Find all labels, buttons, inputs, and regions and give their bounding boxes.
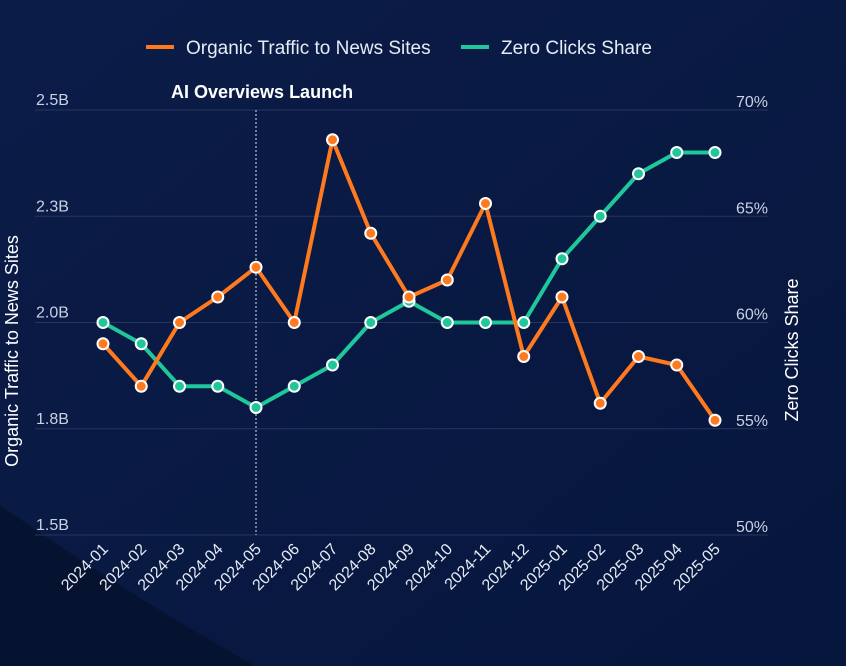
- data-point-zero-clicks[interactable]: [708, 146, 722, 159]
- right-tick-label: 60%: [736, 307, 768, 324]
- data-point-zero-clicks[interactable]: [249, 401, 263, 414]
- data-point-organic-traffic[interactable]: [402, 290, 416, 304]
- data-point-zero-clicks[interactable]: [440, 316, 454, 329]
- data-point-organic-traffic[interactable]: [287, 316, 301, 329]
- right-tick-label: 50%: [736, 519, 768, 536]
- right-tick-label: 55%: [736, 413, 768, 430]
- data-point-organic-traffic[interactable]: [96, 337, 110, 351]
- data-point-organic-traffic[interactable]: [708, 413, 722, 427]
- data-point-zero-clicks[interactable]: [134, 337, 148, 351]
- data-point-organic-traffic[interactable]: [479, 197, 492, 210]
- data-point-zero-clicks[interactable]: [632, 167, 645, 181]
- left-axis-title: Organic Traffic to News Sites: [2, 235, 22, 467]
- data-point-zero-clicks[interactable]: [479, 316, 492, 329]
- legend-item-organic-traffic[interactable]: Organic Traffic to News Sites: [146, 38, 431, 59]
- legend: Organic Traffic to News Sites Zero Click…: [146, 38, 652, 59]
- left-axis-ticks: 1.5B 1.8B 2.0B 2.3B 2.5B: [36, 92, 69, 534]
- data-point-zero-clicks[interactable]: [173, 379, 186, 393]
- data-point-zero-clicks[interactable]: [555, 252, 569, 266]
- legend-item-zero-clicks[interactable]: Zero Clicks Share: [461, 38, 652, 59]
- data-point-zero-clicks[interactable]: [593, 209, 607, 223]
- legend-swatch-organic-traffic: [146, 45, 174, 49]
- data-point-organic-traffic[interactable]: [517, 350, 531, 363]
- data-point-organic-traffic[interactable]: [211, 290, 225, 304]
- data-point-zero-clicks[interactable]: [287, 379, 301, 393]
- data-point-organic-traffic[interactable]: [173, 316, 186, 329]
- data-point-zero-clicks[interactable]: [364, 316, 378, 329]
- series-layer: [96, 133, 722, 427]
- data-point-zero-clicks[interactable]: [670, 146, 684, 159]
- data-point-organic-traffic[interactable]: [440, 273, 454, 287]
- data-point-organic-traffic[interactable]: [134, 379, 148, 393]
- data-point-organic-traffic[interactable]: [364, 226, 378, 240]
- gridlines: [35, 109, 768, 536]
- data-point-zero-clicks[interactable]: [96, 316, 110, 329]
- series-organic-traffic: [96, 133, 722, 427]
- data-point-zero-clicks[interactable]: [211, 379, 225, 393]
- data-point-organic-traffic[interactable]: [326, 133, 339, 147]
- right-tick-label: 65%: [736, 200, 768, 217]
- right-tick-label: 70%: [736, 94, 768, 111]
- legend-label-zero-clicks: Zero Clicks Share: [501, 38, 652, 59]
- left-tick-label: 1.8B: [36, 411, 69, 428]
- data-point-organic-traffic[interactable]: [249, 260, 263, 274]
- background-corner-shape: [0, 505, 255, 666]
- left-tick-label: 2.5B: [36, 92, 69, 109]
- ai-overviews-annotation: AI Overviews Launch: [171, 82, 353, 535]
- annotation-label: AI Overviews Launch: [171, 82, 353, 102]
- data-point-organic-traffic[interactable]: [632, 350, 645, 363]
- legend-label-organic-traffic: Organic Traffic to News Sites: [186, 38, 431, 59]
- data-point-zero-clicks[interactable]: [517, 316, 531, 329]
- left-tick-label: 2.3B: [36, 198, 69, 215]
- data-point-organic-traffic[interactable]: [555, 290, 569, 304]
- right-axis-title: Zero Clicks Share: [782, 278, 802, 421]
- left-tick-label: 1.5B: [36, 517, 69, 534]
- data-point-organic-traffic[interactable]: [593, 396, 607, 410]
- left-tick-label: 2.0B: [36, 305, 69, 322]
- legend-swatch-zero-clicks: [461, 45, 489, 49]
- data-point-organic-traffic[interactable]: [670, 358, 684, 372]
- data-point-zero-clicks[interactable]: [326, 358, 339, 372]
- right-axis-ticks: 50% 55% 60% 65% 70%: [736, 94, 768, 536]
